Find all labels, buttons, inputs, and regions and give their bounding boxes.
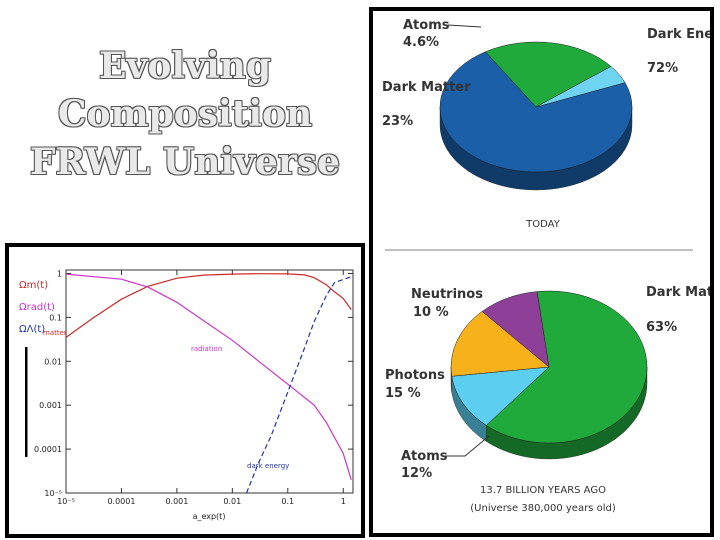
dark-matter-label-today: Dark Matter xyxy=(382,80,471,95)
dark-energy-percent-today: 72% xyxy=(647,61,678,76)
series-line-dark_energy xyxy=(245,276,352,494)
x-tick-label: 1 xyxy=(341,497,346,506)
y-tick-label: 1 xyxy=(57,269,62,278)
title-line-1: Evolving xyxy=(99,45,271,87)
plot-background xyxy=(65,269,354,494)
title-line-2: Composition xyxy=(57,93,313,135)
atoms-percent-today: 4.6% xyxy=(403,35,439,50)
slide-title: Evolving Composition FRWL Universe xyxy=(20,42,350,186)
dark-matter-percent-early: 63% xyxy=(646,320,677,335)
y-tick-label: 0.01 xyxy=(44,357,62,366)
x-tick-label: 0.001 xyxy=(165,497,188,506)
atoms-percent-early: 12% xyxy=(401,466,432,481)
density-parameter-plot: 10⁻⁵ 0.0001 0.001 0.01 0.1 1 1 0.1 0.01 0.001 0.00… xyxy=(19,269,354,521)
density-parameter-plot-panel: 10⁻⁵ 0.0001 0.001 0.01 0.1 1 1 0.1 0.01 0.001 0.00… xyxy=(5,243,365,538)
x-axis-label: a_exp(t) xyxy=(193,512,226,521)
photons-percent: 15 % xyxy=(385,386,421,401)
pie-slice-dark-energy xyxy=(439,51,633,173)
dark-matter-percent-today: 23% xyxy=(382,114,413,129)
caption-today: TODAY xyxy=(525,219,561,230)
pie-charts-panel: Atoms 4.6% Dark Energy 72% Dark Matter 23% TOD… xyxy=(369,7,720,537)
annotation-radiation: radiation xyxy=(191,345,222,353)
pie-slice-atoms xyxy=(451,366,550,426)
neutrinos-label: Neutrinos xyxy=(411,287,483,302)
caption-early-age: (Universe 380,000 years old) xyxy=(470,503,616,514)
photons-label: Photons xyxy=(385,368,445,383)
pie-slice-dark-matter xyxy=(485,290,648,444)
pie-slice-dark-matter xyxy=(485,41,612,108)
pie-slice-atoms xyxy=(535,66,626,108)
dark-energy-label-today: Dark Energy xyxy=(647,27,710,42)
x-tick-label: 0.01 xyxy=(223,497,241,506)
legend-entry-dark_energy: ΩΛ(t) xyxy=(19,324,45,335)
dark-matter-label-early: Dark Matter xyxy=(646,285,710,300)
pie-slice-neutrinos xyxy=(481,291,550,368)
annotation-dark-energy: dark energy xyxy=(247,462,289,470)
y-tick-label: 0.0001 xyxy=(34,445,62,454)
legend-entry-matter: Ωm(t) xyxy=(19,280,48,291)
x-tick-label: 0.1 xyxy=(281,497,294,506)
title-line-3: FRWL Universe xyxy=(29,141,341,183)
atoms-leader-early xyxy=(445,435,490,457)
y-tick-label: 0.001 xyxy=(39,401,62,410)
annotation-matter: matter xyxy=(43,329,67,337)
atoms-label-early: Atoms xyxy=(401,449,448,464)
x-tick-label: 10⁻⁵ xyxy=(57,497,75,506)
legend-bar xyxy=(25,347,28,457)
y-tick-label: 10⁻⁵ xyxy=(44,489,62,498)
caption-early: 13.7 BILLION YEARS AGO xyxy=(480,485,606,496)
y-tick-label: 0.1 xyxy=(49,313,62,322)
series-line-radiation xyxy=(65,273,352,480)
pie-slice-photons xyxy=(450,311,550,377)
neutrinos-percent: 10 % xyxy=(413,305,449,320)
x-tick-label: 0.0001 xyxy=(107,497,135,506)
composition-pie-charts: Atoms 4.6% Dark Energy 72% Dark Matter 23% TOD… xyxy=(382,18,720,514)
legend-entry-radiation: Ωrad(t) xyxy=(19,302,55,313)
series-line-matter xyxy=(65,273,352,338)
atoms-label-today: Atoms xyxy=(403,18,450,33)
atoms-leader-today xyxy=(447,24,482,28)
